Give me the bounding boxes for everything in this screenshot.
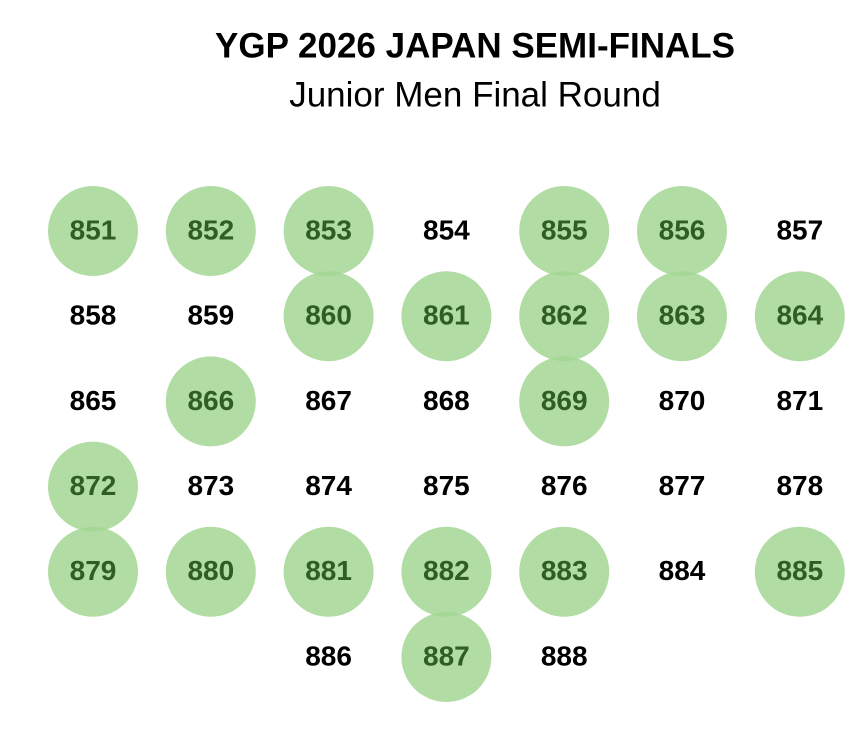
number-grid: 851 852 853 854 855 856 857 858 859 860 861 862 863 8… [48, 186, 845, 702]
entry-number: 851 [70, 214, 117, 245]
entry-number: 876 [541, 470, 588, 501]
entry-number: 857 [776, 214, 823, 245]
entry-number: 883 [541, 555, 588, 586]
entry-number: 853 [305, 214, 352, 245]
entry-number: 884 [659, 555, 706, 586]
highlight-circle [48, 186, 138, 276]
highlight-circle [519, 356, 610, 447]
entry-number: 856 [659, 214, 706, 245]
highlight-circle [165, 186, 256, 276]
entry-number: 859 [187, 300, 234, 331]
highlight-circle [754, 526, 845, 617]
entry-number: 865 [70, 385, 117, 416]
highlight-circle [48, 526, 138, 617]
highlight-circle [283, 271, 374, 362]
highlight-circle [401, 612, 492, 702]
entry-number: 885 [776, 555, 823, 586]
entry-number: 855 [541, 214, 588, 245]
entry-number: 873 [187, 470, 234, 501]
entry-number: 868 [423, 385, 470, 416]
highlight-circle [401, 526, 492, 617]
entry-number: 872 [70, 470, 117, 501]
entry-number: 879 [70, 555, 117, 586]
highlight-circle [401, 271, 492, 362]
entry-number: 867 [305, 385, 352, 416]
entry-number: 874 [305, 470, 352, 501]
highlight-circle [519, 271, 610, 362]
highlight-circle [283, 526, 374, 617]
entry-number: 880 [187, 555, 234, 586]
highlight-circle [165, 356, 256, 447]
entry-number: 863 [659, 300, 706, 331]
entry-number: 858 [70, 300, 117, 331]
entry-number: 862 [541, 300, 588, 331]
subtitle: Junior Men Final Round [289, 75, 661, 114]
entry-number: 887 [423, 640, 470, 671]
entry-number: 870 [659, 385, 706, 416]
entry-number: 878 [776, 470, 823, 501]
entry-number: 866 [187, 385, 234, 416]
highlight-circle [48, 441, 138, 532]
highlight-circle [519, 186, 610, 276]
entry-number: 888 [541, 640, 588, 671]
entry-number: 860 [305, 300, 352, 331]
entry-number: 852 [187, 214, 234, 245]
entry-number: 877 [659, 470, 706, 501]
highlight-circle [519, 526, 610, 617]
highlight-circle [283, 186, 374, 276]
entry-number: 882 [423, 555, 470, 586]
highlight-circle [754, 271, 845, 362]
highlight-circle [637, 186, 727, 276]
entry-number: 861 [423, 300, 470, 331]
highlight-circle [637, 271, 727, 362]
title: YGP 2026 JAPAN SEMI-FINALS [215, 26, 735, 65]
entry-number: 881 [305, 555, 352, 586]
entry-number: 864 [776, 300, 823, 331]
entry-number: 871 [776, 385, 823, 416]
entry-number: 875 [423, 470, 470, 501]
entry-number: 854 [423, 214, 470, 245]
highlight-circle [165, 526, 256, 617]
entry-number: 869 [541, 385, 588, 416]
entry-number: 886 [305, 640, 352, 671]
